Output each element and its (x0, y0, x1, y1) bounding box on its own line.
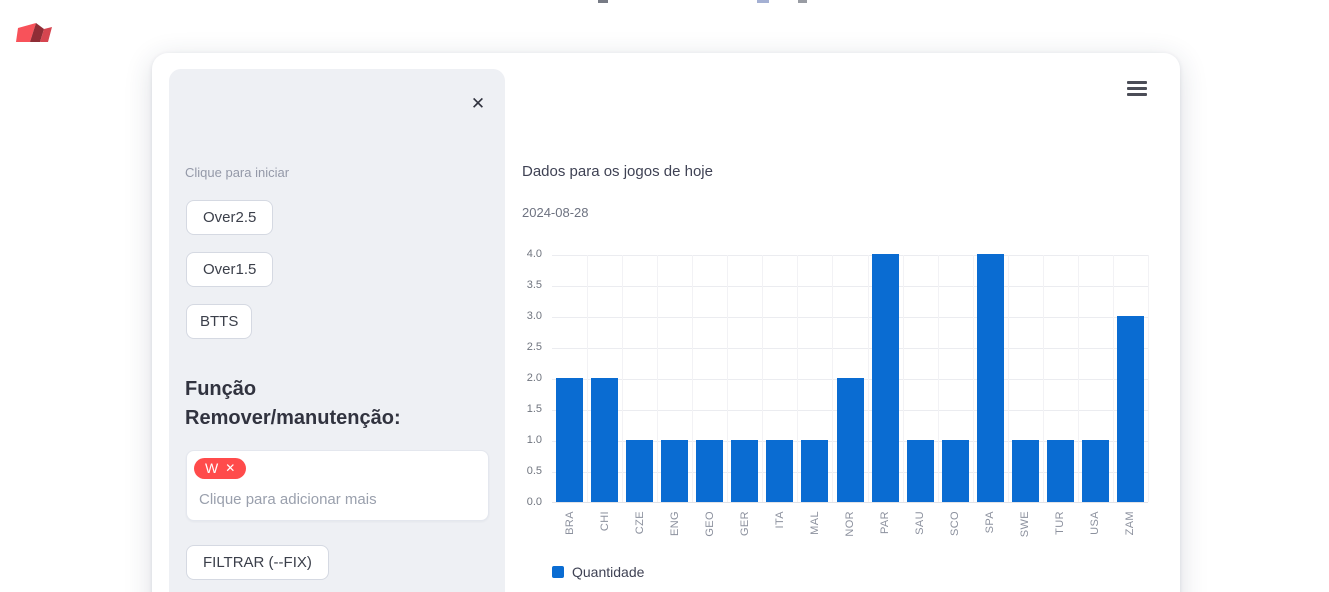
app-logo-icon (16, 23, 52, 42)
gridline (1042, 255, 1044, 502)
modal-card: ✕ Clique para iniciar Over2.5 Over1.5 BT… (152, 53, 1180, 592)
x-axis-labels: BRA CHI CZE ENG GEO GER ITA MAL NOR PAR SAU SCO SPA S… (552, 511, 1148, 551)
btts-button[interactable]: BTTS (186, 304, 253, 339)
x-axis-label: SWE (1019, 511, 1032, 538)
x-axis-label: SAU (914, 511, 927, 535)
legend-swatch (552, 566, 564, 578)
x-axis-label: ZAM (1124, 511, 1137, 536)
x-axis-label: TUR (1054, 511, 1067, 535)
y-tick-label: 0.0 (526, 496, 542, 508)
gridline (622, 255, 624, 502)
cropped-top-text-artifact (598, 0, 608, 3)
start-hint-label: Clique para iniciar (185, 165, 290, 180)
gridline (762, 255, 764, 502)
chart-subtitle: 2024-08-28 (522, 205, 589, 220)
over15-button[interactable]: Over1.5 (186, 252, 274, 287)
bar-MAL (801, 440, 829, 502)
bar-GER (731, 440, 759, 502)
gridline (972, 255, 974, 502)
filter-button[interactable]: FILTRAR (--FIX) (186, 545, 329, 580)
gridline (657, 255, 659, 502)
tag-remove-icon[interactable]: ✕ (225, 461, 236, 475)
bar-PAR (871, 254, 899, 502)
x-axis-label: GER (738, 511, 751, 537)
y-axis-labels: 0.0 0.5 1.0 1.5 2.0 2.5 3.0 3.5 4.0 (487, 248, 542, 508)
tag-input-placeholder: Clique para adicionar mais (199, 491, 377, 508)
gridline (1077, 255, 1079, 502)
gridline (552, 317, 1148, 318)
tag-input[interactable]: W ✕ Clique para adicionar mais (186, 450, 489, 521)
gridline (867, 255, 869, 502)
gridline (832, 255, 834, 502)
bar-CZE (626, 440, 654, 502)
x-axis-label: SCO (949, 511, 962, 537)
gridline (552, 255, 1148, 256)
gridline (692, 255, 694, 502)
y-tick-label: 4.0 (526, 248, 542, 260)
close-icon[interactable]: ✕ (467, 93, 489, 115)
bar-TUR (1046, 440, 1074, 502)
x-axis-label: ENG (668, 511, 681, 537)
plot-area (552, 254, 1149, 503)
over25-button[interactable]: Over2.5 (186, 200, 274, 235)
x-axis-label: PAR (879, 511, 892, 535)
legend-item-quantidade[interactable]: Quantidade (552, 564, 644, 580)
gridline (1007, 255, 1009, 502)
sidebar-panel: ✕ Clique para iniciar Over2.5 Over1.5 BT… (169, 69, 505, 592)
gridline (1112, 255, 1114, 502)
x-axis-label: USA (1089, 511, 1102, 535)
bar-USA (1081, 440, 1109, 502)
cropped-top-text-artifact (757, 0, 769, 3)
gridline (797, 255, 799, 502)
tag-chip-label: W (205, 460, 219, 476)
gridline (937, 255, 939, 502)
bar-SAU (906, 440, 934, 502)
gridline (587, 255, 589, 502)
gridline (1148, 255, 1149, 502)
y-tick-label: 0.5 (526, 465, 542, 477)
bar-SWE (1011, 440, 1039, 502)
gridline (902, 255, 904, 502)
bar-NOR (836, 378, 864, 502)
x-axis-label: NOR (844, 511, 856, 537)
bar-CHI (591, 378, 619, 502)
x-axis-label: MAL (808, 511, 821, 535)
y-tick-label: 2.0 (526, 372, 542, 384)
gridline (552, 286, 1148, 287)
bar-BRA (556, 378, 584, 502)
legend-label: Quantidade (572, 564, 645, 580)
x-axis-label: CHI (598, 511, 611, 532)
chart-menu-icon[interactable] (1127, 81, 1147, 96)
y-tick-label: 2.5 (526, 341, 542, 353)
tag-chip-w[interactable]: W ✕ (194, 458, 247, 479)
bar-ZAM (1116, 316, 1144, 502)
y-tick-label: 3.0 (526, 310, 542, 322)
gridline (727, 255, 729, 502)
cropped-top-text-artifact (798, 0, 807, 3)
bar-ENG (661, 440, 689, 502)
x-axis-label: BRA (563, 511, 576, 535)
y-tick-label: 3.5 (526, 279, 542, 291)
remove-maintenance-heading: Função Remover/manutenção: (185, 378, 401, 429)
x-axis-label: GEO (703, 511, 716, 537)
bar-SCO (941, 440, 969, 502)
x-axis-label: CZE (633, 511, 646, 535)
x-axis-label: ITA (773, 511, 786, 529)
y-tick-label: 1.5 (526, 403, 542, 415)
chart-title: Dados para os jogos de hoje (522, 163, 713, 180)
bar-SPA (976, 254, 1004, 502)
y-tick-label: 1.0 (526, 434, 542, 446)
gridline (552, 348, 1148, 349)
bar-ITA (766, 440, 794, 502)
bar-GEO (696, 440, 724, 502)
x-axis-label: SPA (984, 511, 997, 534)
